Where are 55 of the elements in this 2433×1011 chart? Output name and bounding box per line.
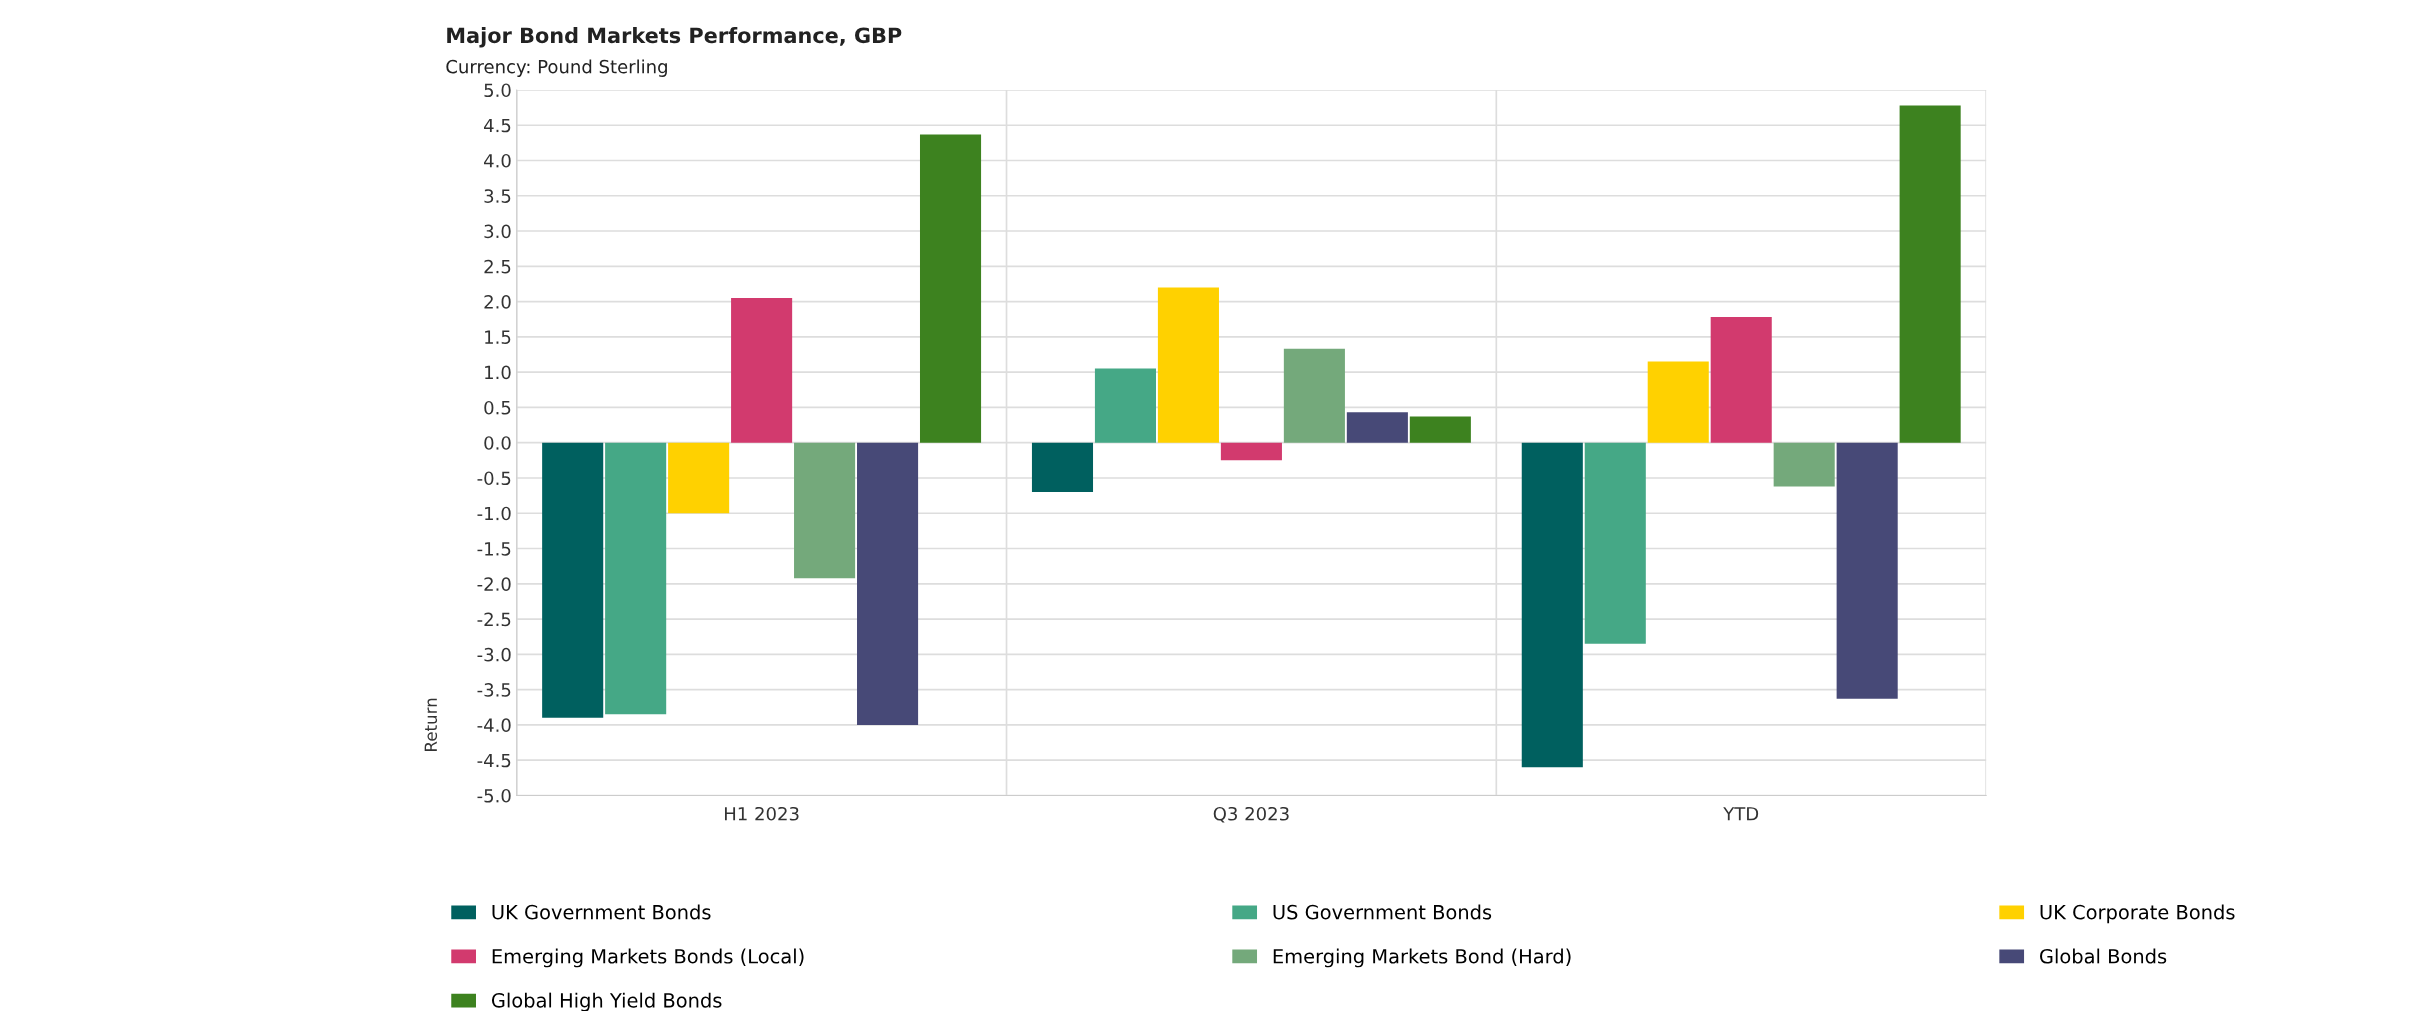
bar [1836,442,1898,699]
y-tick-label: -0.5 [477,471,511,486]
y-tick-label: 0.5 [484,400,511,415]
y-tick-label: -5.0 [477,788,511,803]
y-tick-label: -3.5 [477,683,511,697]
chart-title: Major Bond Markets Performance, GBP [447,27,902,48]
legend-label: US Government Bonds [1273,904,1492,920]
x-tick-label: Q3 2023 [1213,806,1289,823]
y-tick-label: 2.0 [484,295,511,309]
y-tick-label: -4.5 [477,753,511,768]
bar [1031,442,1094,493]
y-tick-label: -4.0 [477,718,511,733]
bar [919,134,982,443]
legend-label: UK Corporate Bonds [2040,904,2235,924]
bar [731,298,793,443]
bar [1409,416,1471,443]
y-axis-title: Return [424,698,438,751]
bar [605,442,667,715]
bar [1521,442,1583,768]
y-tick-label: -2.0 [477,577,511,591]
y-tick-label: 0.0 [484,436,511,450]
x-tick-label: YTD [1723,807,1759,821]
y-tick-label: 4.5 [484,118,511,133]
bar [1346,412,1408,443]
y-tick-label: 4.0 [484,153,511,168]
legend-label: Emerging Markets Bond (Hard) [1273,948,1571,968]
bar [1584,442,1646,644]
y-tick-label: -1.5 [477,542,511,556]
bar [1647,361,1709,443]
y-tick-label: 3.0 [484,224,511,239]
chart-subtitle: Currency: Pound Sterling [446,59,667,77]
bar [1157,287,1219,443]
y-tick-label: 1.0 [485,365,511,380]
y-tick-label: -2.5 [477,612,511,627]
bar [1773,442,1835,487]
bar [1220,442,1282,461]
bar [668,442,730,514]
legend-label: UK Government Bonds [492,904,711,920]
legend-label: Global High Yield Bonds [491,992,722,1011]
y-tick-label: 5.0 [484,83,511,98]
y-tick-label: -3.0 [477,647,511,662]
bar [1283,348,1345,443]
bar [794,442,856,579]
bar [1710,317,1772,443]
bar [542,442,604,718]
legend-label: Global Bonds [2040,948,2167,964]
y-tick-label: 1.5 [485,330,511,344]
legend-label: Emerging Markets Bonds (Local) [492,948,804,968]
x-tick-label: H1 2023 [725,806,799,821]
y-tick-label: 2.5 [484,259,511,274]
y-tick-label: -1.0 [477,506,511,521]
bar [857,442,919,725]
bar [1899,105,1961,443]
bar [1094,368,1156,443]
y-tick-label: 3.5 [484,189,511,203]
